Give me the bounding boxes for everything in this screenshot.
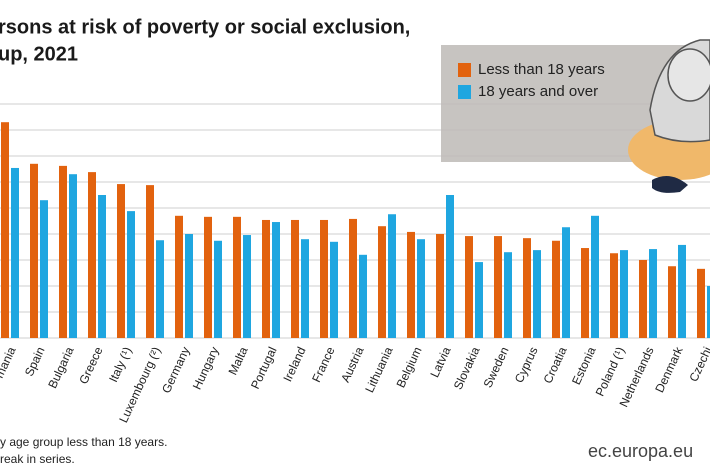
- bar: [388, 214, 396, 338]
- bar: [533, 250, 541, 338]
- bar: [504, 252, 512, 338]
- bar: [262, 219, 270, 338]
- bar: [185, 234, 193, 338]
- bar: [272, 222, 280, 338]
- bar: [243, 235, 251, 338]
- x-tick-label: Czechi: [686, 345, 710, 384]
- x-tick-label: Denmark: [652, 344, 686, 395]
- bar: [349, 218, 357, 338]
- bar: [291, 219, 299, 338]
- bar: [30, 163, 38, 338]
- x-tick-label: Estonia: [569, 344, 599, 386]
- chart-subtitle: up, 2021: [0, 43, 78, 65]
- x-tick-label: Spain: [22, 345, 48, 379]
- legend-label: Less than 18 years: [478, 61, 605, 78]
- bar: [639, 260, 647, 338]
- bar: [446, 195, 454, 338]
- bar: [436, 234, 444, 338]
- bar: [649, 249, 657, 338]
- bar: [156, 240, 164, 338]
- bar: [214, 240, 222, 338]
- x-tick-label: Slovakia: [451, 344, 483, 391]
- x-tick-label: Bulgaria: [45, 344, 76, 390]
- footnote: y age group less than 18 years.: [0, 435, 167, 449]
- x-tick-label: Portugal: [248, 345, 280, 391]
- bar: [407, 231, 415, 338]
- bar: [591, 215, 599, 338]
- bar: [204, 216, 212, 338]
- bar: [59, 165, 67, 338]
- x-tick-label: France: [309, 344, 338, 384]
- bar: [417, 239, 425, 338]
- bar: [378, 226, 386, 338]
- bar: [320, 219, 328, 338]
- bar: [562, 227, 570, 338]
- x-tick-label: Germany: [159, 345, 193, 396]
- bar: [127, 211, 135, 338]
- bar: [523, 238, 531, 338]
- legend-label: 18 years and over: [478, 83, 598, 100]
- bar: [69, 174, 77, 338]
- x-tick-label: Ireland: [280, 345, 308, 384]
- legend-swatch: [458, 63, 471, 77]
- chart-title: rsons at risk of poverty or social exclu…: [0, 16, 410, 38]
- bar: [11, 167, 19, 338]
- bar: [98, 195, 106, 338]
- x-tick-label: Malta: [226, 344, 251, 377]
- x-tick-label: Cyprus: [512, 345, 541, 385]
- x-tick-label: Croatia: [541, 344, 570, 385]
- legend: Less than 18 years 18 years and over: [458, 61, 605, 100]
- bar: [475, 262, 483, 338]
- legend-swatch: [458, 85, 471, 99]
- x-tick-label: Hungary: [190, 345, 222, 392]
- bar: [301, 239, 309, 338]
- bar: [552, 240, 560, 338]
- x-tick-label: Austria: [338, 344, 367, 384]
- x-tick-label: Italy (¹): [106, 345, 134, 385]
- x-tick-label: Sweden: [481, 345, 512, 390]
- bar: [581, 248, 589, 338]
- bar: [697, 268, 705, 338]
- bar: [88, 172, 96, 338]
- bar: [330, 241, 338, 338]
- bar: [668, 266, 676, 338]
- bar: [494, 236, 502, 338]
- bar: [117, 184, 125, 338]
- illustration: [628, 39, 710, 193]
- bar: [707, 286, 710, 338]
- footnote: reak in series.: [0, 452, 75, 466]
- bar: [233, 216, 241, 338]
- bar: [678, 244, 686, 338]
- bar: [465, 236, 473, 338]
- x-tick-label: Greece: [76, 344, 105, 386]
- bar: [146, 185, 154, 338]
- bar: [40, 200, 48, 338]
- x-tick-label: Belgium: [394, 345, 425, 390]
- bar: [620, 250, 628, 338]
- x-tick-label: Lithuania: [362, 344, 395, 394]
- bar: [359, 254, 367, 338]
- source: ec.europa.eu: [588, 441, 693, 461]
- bar: [1, 122, 9, 338]
- x-tick-label: mania: [0, 344, 19, 380]
- bar: [610, 253, 618, 338]
- x-tick-label: Latvia: [427, 344, 453, 379]
- bar: [175, 215, 183, 338]
